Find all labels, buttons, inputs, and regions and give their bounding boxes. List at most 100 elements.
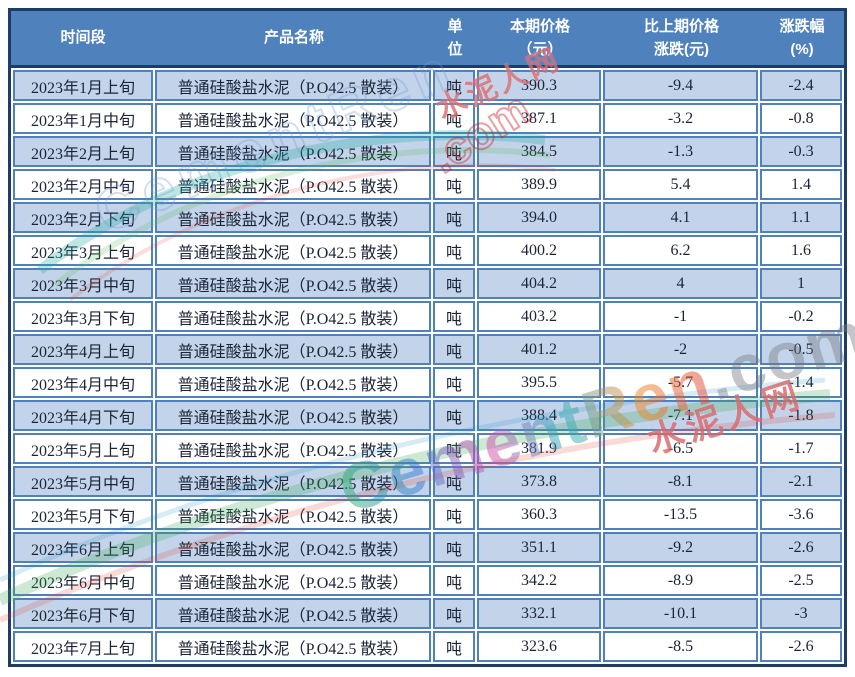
price-cell: 384.5 bbox=[477, 136, 601, 167]
change-cell: -6.5 bbox=[603, 433, 758, 464]
unit-cell: 吨 bbox=[433, 400, 475, 431]
table-row: 2023年6月下旬 普通硅酸盐水泥（P.O42.5 散装） 吨 332.1 -1… bbox=[13, 598, 842, 629]
period-cell: 2023年6月中旬 bbox=[13, 565, 153, 596]
product-cell: 普通硅酸盐水泥（P.O42.5 散装） bbox=[155, 466, 431, 497]
unit-cell: 吨 bbox=[433, 235, 475, 266]
product-cell: 普通硅酸盐水泥（P.O42.5 散装） bbox=[155, 103, 431, 134]
table-row: 2023年4月下旬 普通硅酸盐水泥（P.O42.5 散装） 吨 388.4 -7… bbox=[13, 400, 842, 431]
table-header-row: 时间段 产品名称 单 位 本期价格 （元） 比上期价格 涨跌(元) 涨跌幅 (% bbox=[11, 11, 844, 68]
pct-cell: 1.6 bbox=[760, 235, 842, 266]
table-row: 2023年5月下旬 普通硅酸盐水泥（P.O42.5 散装） 吨 360.3 -1… bbox=[13, 499, 842, 530]
period-cell: 2023年5月上旬 bbox=[13, 433, 153, 464]
price-cell: 389.9 bbox=[477, 169, 601, 200]
change-cell: -10.1 bbox=[603, 598, 758, 629]
change-cell: 4 bbox=[603, 268, 758, 299]
unit-cell: 吨 bbox=[433, 532, 475, 563]
product-cell: 普通硅酸盐水泥（P.O42.5 散装） bbox=[155, 169, 431, 200]
price-cell: 332.1 bbox=[477, 598, 601, 629]
header-label: 涨跌幅 bbox=[779, 17, 825, 35]
header-label: 单 bbox=[447, 17, 463, 35]
pct-cell: -3 bbox=[760, 598, 842, 629]
product-cell: 普通硅酸盐水泥（P.O42.5 散装） bbox=[155, 268, 431, 299]
change-cell: -2 bbox=[603, 334, 758, 365]
price-cell: 381.9 bbox=[477, 433, 601, 464]
table-row: 2023年4月中旬 普通硅酸盐水泥（P.O42.5 散装） 吨 395.5 -5… bbox=[13, 367, 842, 398]
unit-cell: 吨 bbox=[433, 268, 475, 299]
product-cell: 普通硅酸盐水泥（P.O42.5 散装） bbox=[155, 631, 431, 662]
price-cell: 342.2 bbox=[477, 565, 601, 596]
unit-cell: 吨 bbox=[433, 499, 475, 530]
price-cell: 394.0 bbox=[477, 202, 601, 233]
change-cell: 5.4 bbox=[603, 169, 758, 200]
table-row: 2023年5月中旬 普通硅酸盐水泥（P.O42.5 散装） 吨 373.8 -8… bbox=[13, 466, 842, 497]
price-cell: 351.1 bbox=[477, 532, 601, 563]
period-cell: 2023年6月上旬 bbox=[13, 532, 153, 563]
change-cell: -1 bbox=[603, 301, 758, 332]
change-cell: -8.9 bbox=[603, 565, 758, 596]
period-cell: 2023年5月中旬 bbox=[13, 466, 153, 497]
header-label: 时间段 bbox=[60, 29, 106, 47]
price-cell: 388.4 bbox=[477, 400, 601, 431]
price-cell: 323.6 bbox=[477, 631, 601, 662]
period-cell: 2023年1月中旬 bbox=[13, 103, 153, 134]
price-cell: 390.3 bbox=[477, 70, 601, 101]
table-row: 2023年3月中旬 普通硅酸盐水泥（P.O42.5 散装） 吨 404.2 4 … bbox=[13, 268, 842, 299]
table-row: 2023年6月上旬 普通硅酸盐水泥（P.O42.5 散装） 吨 351.1 -9… bbox=[13, 532, 842, 563]
period-cell: 2023年4月上旬 bbox=[13, 334, 153, 365]
pct-cell: 1.1 bbox=[760, 202, 842, 233]
price-cell: 360.3 bbox=[477, 499, 601, 530]
unit-cell: 吨 bbox=[433, 334, 475, 365]
table-row: 2023年1月中旬 普通硅酸盐水泥（P.O42.5 散装） 吨 387.1 -3… bbox=[13, 103, 842, 134]
product-cell: 普通硅酸盐水泥（P.O42.5 散装） bbox=[155, 565, 431, 596]
table-row: 2023年6月中旬 普通硅酸盐水泥（P.O42.5 散装） 吨 342.2 -8… bbox=[13, 565, 842, 596]
table-row: 2023年2月中旬 普通硅酸盐水泥（P.O42.5 散装） 吨 389.9 5.… bbox=[13, 169, 842, 200]
price-cell: 395.5 bbox=[477, 367, 601, 398]
pct-cell: -3.6 bbox=[760, 499, 842, 530]
pct-cell: -2.1 bbox=[760, 466, 842, 497]
price-cell: 403.2 bbox=[477, 301, 601, 332]
pct-cell: -2.6 bbox=[760, 631, 842, 662]
product-cell: 普通硅酸盐水泥（P.O42.5 散装） bbox=[155, 433, 431, 464]
pct-cell: -0.8 bbox=[760, 103, 842, 134]
pct-cell: -2.6 bbox=[760, 532, 842, 563]
change-cell: -13.5 bbox=[603, 499, 758, 530]
unit-cell: 吨 bbox=[433, 70, 475, 101]
product-cell: 普通硅酸盐水泥（P.O42.5 散装） bbox=[155, 235, 431, 266]
period-cell: 2023年2月下旬 bbox=[13, 202, 153, 233]
period-cell: 2023年4月中旬 bbox=[13, 367, 153, 398]
header-cell-product-name: 产品名称 bbox=[155, 11, 433, 65]
pct-cell: -1.4 bbox=[760, 367, 842, 398]
pct-cell: -2.4 bbox=[760, 70, 842, 101]
pct-cell: -0.5 bbox=[760, 334, 842, 365]
period-cell: 2023年2月上旬 bbox=[13, 136, 153, 167]
change-cell: -7.1 bbox=[603, 400, 758, 431]
price-cell: 400.2 bbox=[477, 235, 601, 266]
unit-cell: 吨 bbox=[433, 202, 475, 233]
pct-cell: -0.3 bbox=[760, 136, 842, 167]
price-cell: 404.2 bbox=[477, 268, 601, 299]
header-cell-unit: 单 位 bbox=[433, 11, 477, 65]
price-cell: 387.1 bbox=[477, 103, 601, 134]
period-cell: 2023年3月中旬 bbox=[13, 268, 153, 299]
period-cell: 2023年3月下旬 bbox=[13, 301, 153, 332]
product-cell: 普通硅酸盐水泥（P.O42.5 散装） bbox=[155, 532, 431, 563]
period-cell: 2023年5月下旬 bbox=[13, 499, 153, 530]
unit-cell: 吨 bbox=[433, 103, 475, 134]
period-cell: 2023年6月下旬 bbox=[13, 598, 153, 629]
table-row: 2023年4月上旬 普通硅酸盐水泥（P.O42.5 散装） 吨 401.2 -2… bbox=[13, 334, 842, 365]
header-label: 比上期价格 bbox=[643, 17, 719, 35]
product-cell: 普通硅酸盐水泥（P.O42.5 散装） bbox=[155, 136, 431, 167]
unit-cell: 吨 bbox=[433, 598, 475, 629]
price-cell: 401.2 bbox=[477, 334, 601, 365]
table-row: 2023年7月上旬 普通硅酸盐水泥（P.O42.5 散装） 吨 323.6 -8… bbox=[13, 631, 842, 662]
period-cell: 2023年2月中旬 bbox=[13, 169, 153, 200]
unit-cell: 吨 bbox=[433, 466, 475, 497]
product-cell: 普通硅酸盐水泥（P.O42.5 散装） bbox=[155, 70, 431, 101]
table-row: 2023年5月上旬 普通硅酸盐水泥（P.O42.5 散装） 吨 381.9 -6… bbox=[13, 433, 842, 464]
product-cell: 普通硅酸盐水泥（P.O42.5 散装） bbox=[155, 499, 431, 530]
table-body: 2023年1月上旬 普通硅酸盐水泥（P.O42.5 散装） 吨 390.3 -9… bbox=[11, 68, 844, 664]
header-cell-change-pct: 涨跌幅 (%) bbox=[760, 11, 844, 65]
table-row: 2023年2月上旬 普通硅酸盐水泥（P.O42.5 散装） 吨 384.5 -1… bbox=[13, 136, 842, 167]
change-cell: -9.2 bbox=[603, 532, 758, 563]
